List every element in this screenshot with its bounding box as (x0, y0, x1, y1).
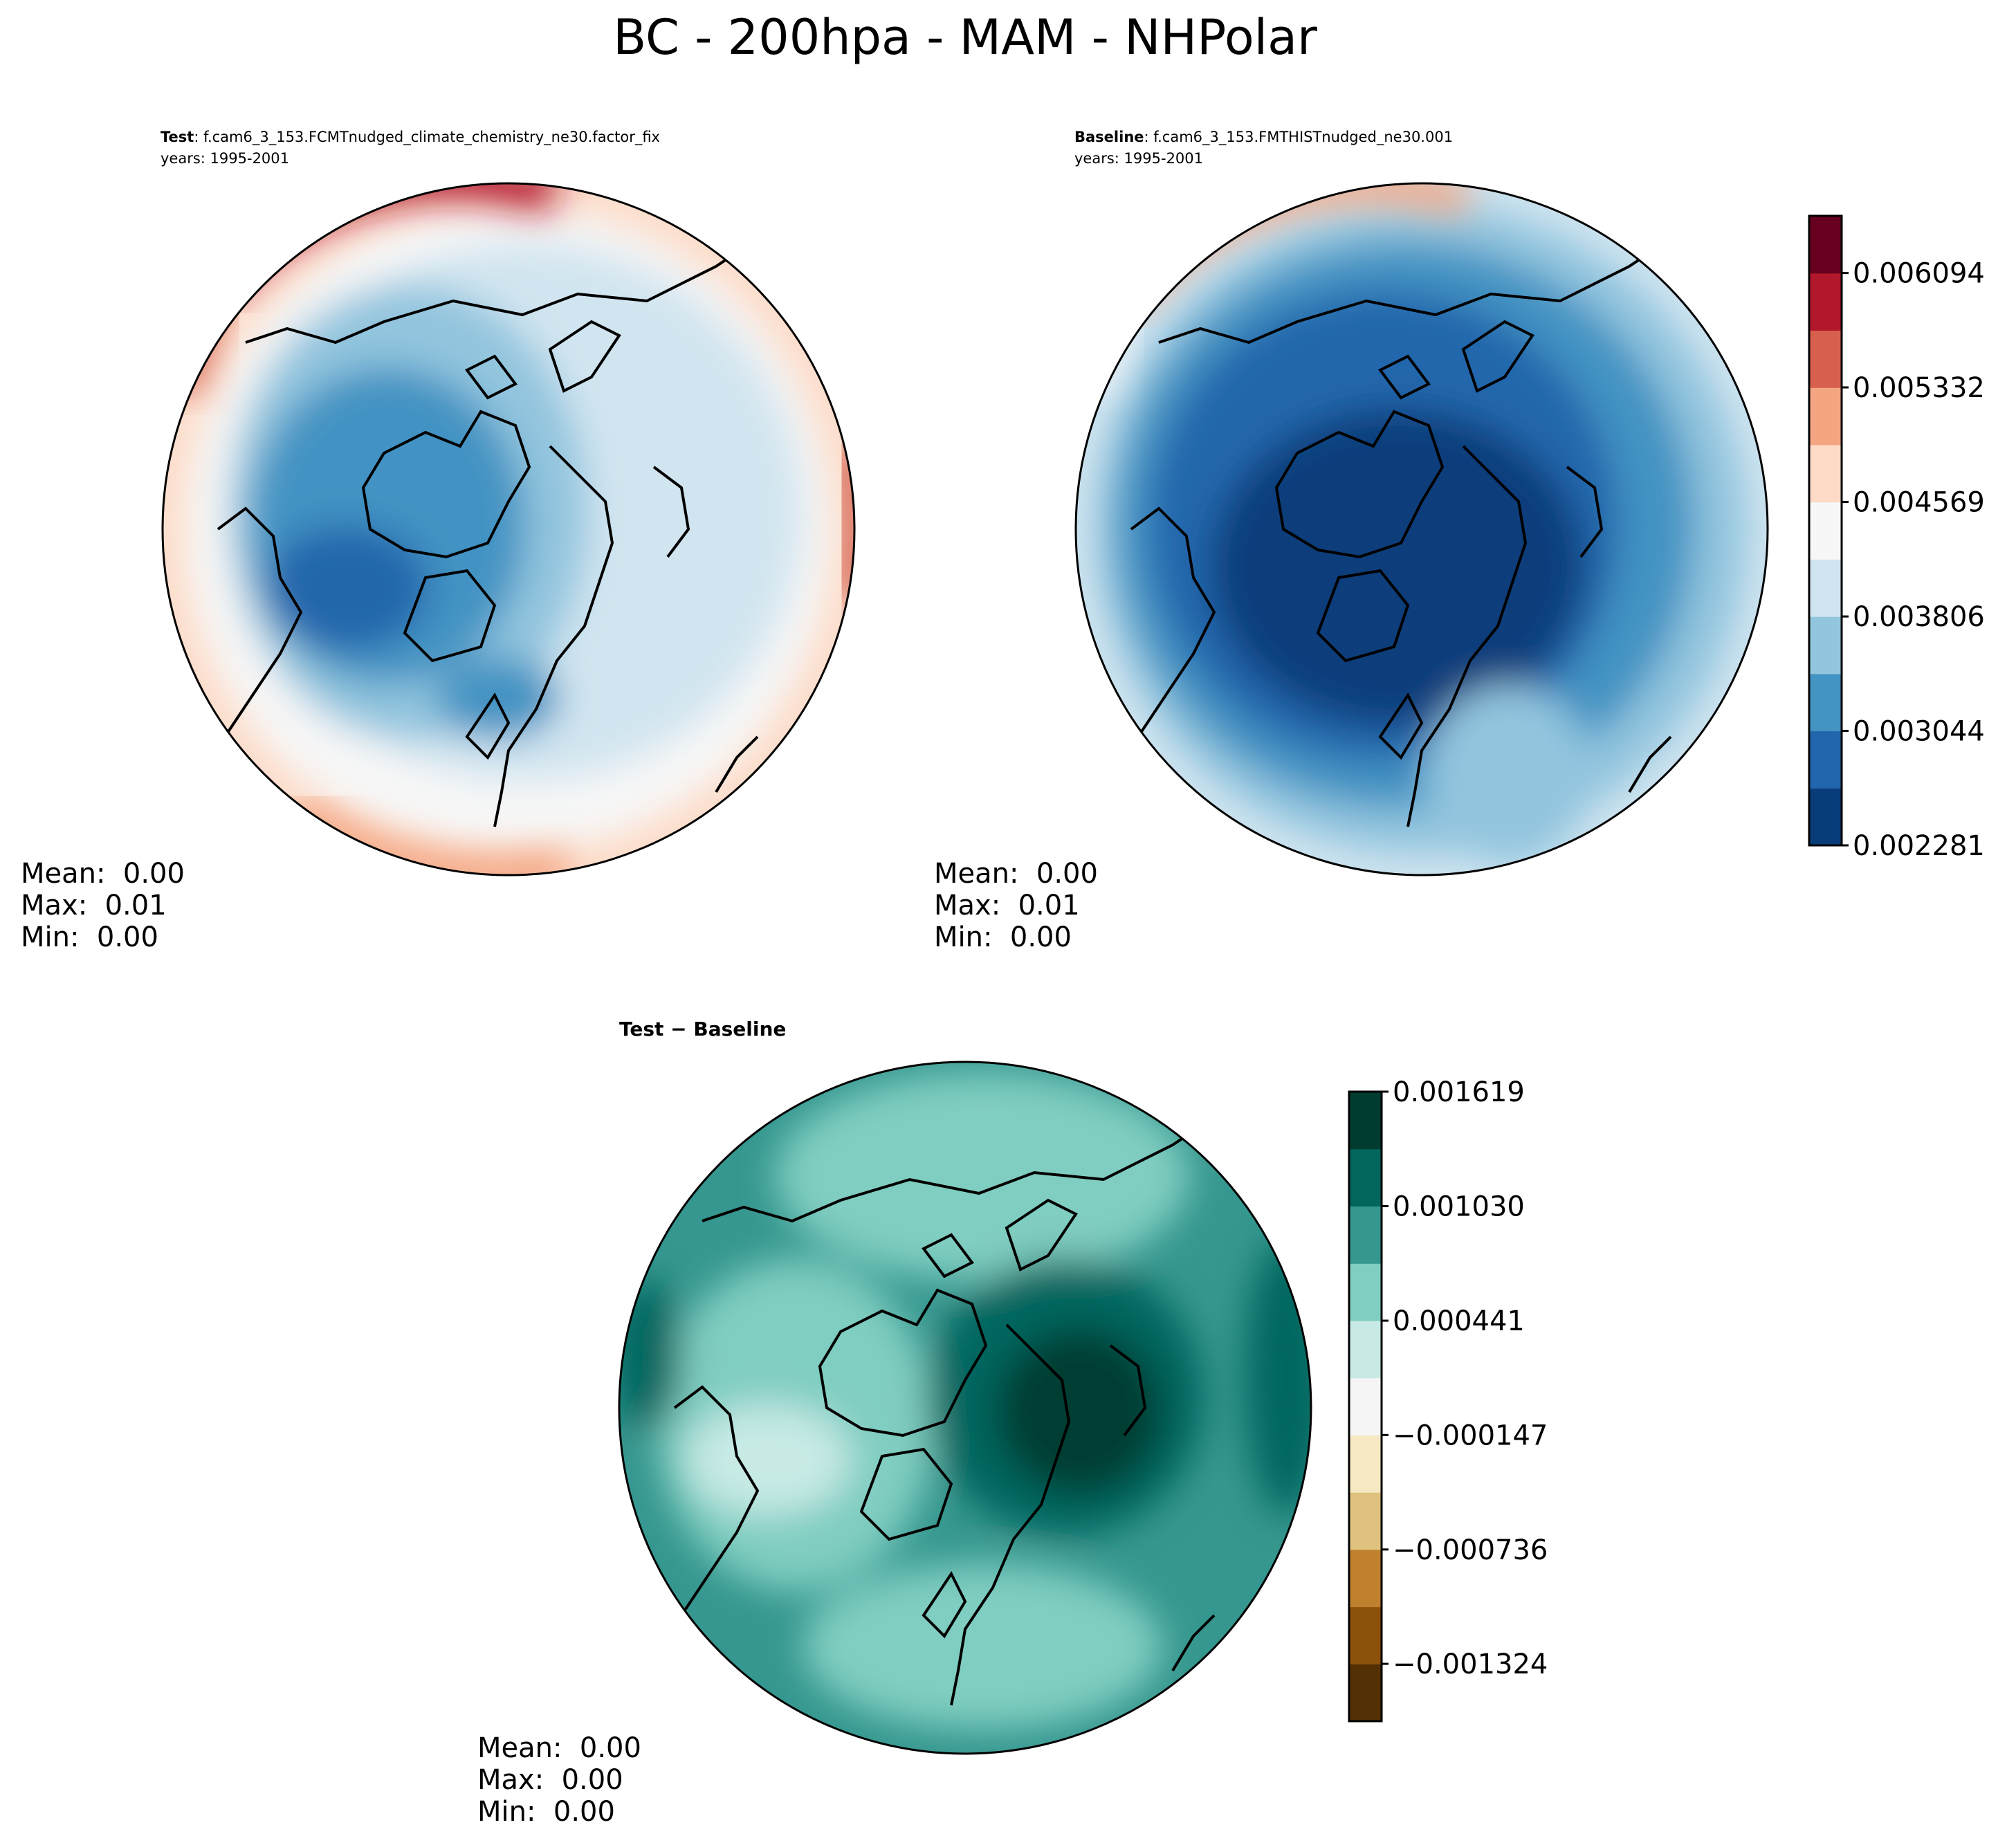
panel-difference-stat-mean: Mean: 0.00 (477, 1732, 641, 1764)
cbarBottom-frame (1348, 1090, 1383, 1723)
cbarBottom-tick-label: 0.001030 (1393, 1191, 1525, 1223)
cbarBottom-segment (1349, 1664, 1382, 1722)
cbarBottom-segment (1349, 1377, 1382, 1435)
panel-test-stat-min: Min: 0.00 (21, 921, 158, 953)
panel-test-years: years: 1995-2001 (161, 150, 289, 167)
cbarTop-segment (1809, 387, 1842, 446)
cbarBottom-tick-label: −0.000147 (1393, 1420, 1548, 1451)
panel-test: Test: f.cam6_3_153.FCMTnudged_climate_ch… (21, 129, 856, 953)
cbarBottom-segment (1349, 1148, 1382, 1207)
cbarTop-tick-label: 0.004569 (1853, 487, 1985, 519)
cbarBottom-segment (1349, 1206, 1382, 1264)
figure-title: BC - 200hpa - MAM - NHPolar (613, 9, 1317, 66)
cbarBottom-tick-label: 0.001619 (1393, 1076, 1525, 1108)
panel-baseline-years: years: 1995-2001 (1074, 150, 1203, 167)
panel-test-boundary (161, 182, 856, 876)
cbarTop-tick-label: 0.006094 (1853, 258, 1985, 290)
cbarTop-segment (1809, 330, 1842, 388)
cbarTop-segment (1809, 788, 1842, 846)
panel-baseline-stat-mean: Mean: 0.00 (934, 858, 1098, 890)
cbarTop-segment (1809, 673, 1842, 732)
panel-baseline-boundary (1074, 182, 1769, 876)
cbarTop-segment (1809, 273, 1842, 331)
panel-baseline-title-label: Baseline (1074, 129, 1144, 145)
cbarBottom-tick-label: 0.000441 (1393, 1305, 1525, 1337)
panel-baseline-stat-max: Max: 0.01 (934, 890, 1080, 921)
cbarBottom-segment (1349, 1549, 1382, 1608)
panel-baseline: Baseline: f.cam6_3_153.FMTHISTnudged_ne3… (934, 129, 1985, 953)
panel-test-title-case: : f.cam6_3_153.FCMTnudged_climate_chemis… (194, 129, 660, 146)
panel-baseline-title-case: : f.cam6_3_153.FMTHISTnudged_ne30.001 (1144, 129, 1454, 146)
cbarTop-segment (1809, 444, 1842, 503)
cbarTop-tick-label: 0.005332 (1853, 372, 1985, 404)
cbarTop-segment (1809, 216, 1842, 274)
cbarBottom-tick-label: −0.001324 (1393, 1649, 1548, 1680)
cbarBottom-segment (1349, 1092, 1382, 1150)
panel-difference-title: Test − Baseline (619, 1018, 786, 1040)
cbarTop-tick-label: 0.003044 (1853, 715, 1985, 747)
panel-difference-stat-min: Min: 0.00 (477, 1796, 615, 1828)
panel-baseline-title: Baseline: f.cam6_3_153.FMTHISTnudged_ne3… (1074, 129, 1453, 146)
cbarBottom-segment (1349, 1606, 1382, 1664)
cbarTop-segment (1809, 502, 1842, 560)
panel-test-title: Test: f.cam6_3_153.FCMTnudged_climate_ch… (161, 129, 660, 146)
panel-baseline-map (1076, 183, 1768, 875)
cbarBottom-segment (1349, 1263, 1382, 1321)
cbarTop-tick-label: 0.003806 (1853, 601, 1985, 633)
cbarBottom-segment (1349, 1320, 1382, 1379)
panel-test-stat-mean: Mean: 0.00 (21, 858, 185, 890)
colorbar-bottom: 0.001619 0.001030 0.000441 −0.000147 −0.0007… (1348, 1076, 1548, 1723)
panel-test-title-label: Test (161, 129, 194, 145)
panel-test-stat-max: Max: 0.01 (21, 890, 167, 921)
cbarBottom-tick-label: −0.000736 (1393, 1534, 1548, 1566)
panel-difference-stat-max: Max: 0.00 (477, 1764, 623, 1796)
panel-difference-map (619, 1062, 1311, 1754)
cbarTop-segment (1809, 731, 1842, 789)
panel-difference: Test − Baseline Mean: 0.00 Max: 0.00 Min… (477, 1018, 1548, 1828)
colorbar-top: 0.006094 0.005332 0.004569 0.003806 0.003044… (1808, 214, 1985, 862)
panel-baseline-stat-min: Min: 0.00 (934, 921, 1072, 953)
cbarBottom-segment (1349, 1492, 1382, 1550)
cbarTop-segment (1809, 616, 1842, 674)
cbarTop-frame (1808, 214, 1843, 847)
panel-difference-boundary (618, 1061, 1312, 1755)
cbarTop-segment (1809, 559, 1842, 617)
cbarBottom-segment (1349, 1435, 1382, 1493)
cbarTop-tick-label: 0.002281 (1853, 830, 1985, 862)
